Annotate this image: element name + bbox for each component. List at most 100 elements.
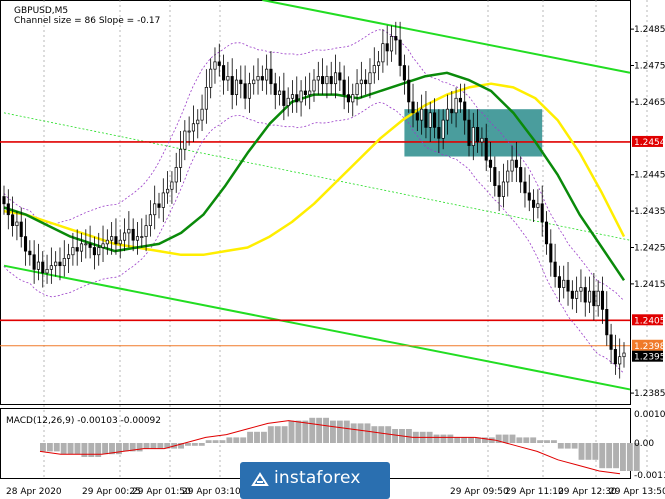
macd-histogram-bar [267, 426, 274, 443]
macd-histogram-bar [212, 440, 219, 443]
macd-histogram-bar [205, 440, 212, 443]
candle [566, 262, 570, 306]
candle [226, 61, 230, 91]
candle [588, 276, 592, 314]
candle [62, 240, 66, 277]
candle-body-up [36, 261, 40, 270]
candle-body-up [204, 87, 208, 110]
candle-body-down [273, 83, 277, 95]
candle [316, 61, 320, 95]
x-tick-label: 29 Apr 01:50 [132, 487, 191, 497]
macd-histogram-bar [136, 443, 143, 452]
candle [484, 123, 488, 172]
candle [325, 65, 329, 99]
candle [118, 229, 122, 259]
candle [209, 58, 213, 99]
channel-upper-line [262, 0, 631, 74]
last-price-tag [632, 350, 663, 362]
candle-body-down [217, 61, 221, 66]
candle-body-down [23, 236, 28, 252]
y-tick-label: 1.2445 [634, 171, 665, 181]
candle-body-up [127, 228, 131, 234]
candle [174, 152, 178, 193]
candle [433, 98, 437, 139]
candle-body-up [377, 61, 381, 66]
candle-body-down [609, 334, 613, 350]
candle [196, 109, 200, 139]
macd-histogram-bar [115, 443, 122, 455]
candle-body-down [243, 83, 247, 99]
candle [15, 211, 19, 241]
candle [398, 21, 402, 77]
candle [618, 338, 622, 379]
candle [368, 58, 372, 99]
candle-body-down [519, 167, 523, 183]
candle-body-down [346, 94, 350, 103]
macd-histogram-bar [60, 443, 67, 455]
macd-histogram-bar [40, 443, 46, 452]
candle [36, 243, 40, 281]
candle-body-down [92, 247, 96, 256]
x-tick-label: 29 Apr 11:10 [505, 487, 564, 497]
candle [49, 247, 53, 284]
candle-body-up [506, 170, 510, 183]
candle-body-up [105, 239, 109, 245]
macd-histogram-bar [626, 443, 633, 471]
candle-body-up [622, 352, 626, 358]
macd-histogram-bar [67, 443, 74, 455]
candle [359, 61, 363, 99]
candle-body-down [553, 261, 557, 277]
macd-histogram-bar [274, 426, 281, 443]
candle [157, 192, 161, 219]
candle [415, 101, 419, 132]
candle-body-down [484, 137, 488, 161]
candle-body-up [428, 112, 432, 128]
instaforex-watermark: instaforex [240, 462, 390, 499]
x-tick-label: 29 Apr 00:25 [82, 487, 141, 497]
candle-body-up [588, 290, 592, 303]
candle-body-down [532, 199, 536, 208]
candle-body-up [54, 261, 58, 267]
candle-body-up [226, 76, 230, 81]
candle [527, 174, 531, 212]
candle [286, 87, 290, 117]
candle-body-up [178, 148, 183, 168]
x-tick-label: 28 Apr 2020 [6, 487, 62, 497]
candle-body-up [118, 239, 122, 245]
y-tick-label: 1.2465 [634, 98, 665, 108]
candle-body-down [157, 203, 161, 208]
candle-body-up [174, 167, 178, 183]
candle [260, 65, 264, 91]
candle [450, 90, 454, 124]
candle-body-down [329, 76, 333, 85]
macd-histogram-bar [495, 434, 502, 443]
candle-body-down [303, 90, 307, 95]
candle-body-down [476, 127, 480, 143]
candle [471, 112, 475, 161]
candle [127, 211, 131, 248]
y-tick-label: 1.2385 [634, 389, 665, 399]
candle [6, 189, 10, 230]
macd-histogram-bar [53, 443, 60, 452]
macd-histogram-bar [226, 437, 233, 443]
candle [187, 116, 191, 146]
candle [239, 65, 243, 99]
candle [583, 276, 587, 317]
candle-body-down [398, 39, 402, 66]
macd-histogram-bar [530, 437, 537, 443]
candle [308, 72, 312, 110]
candle [79, 232, 84, 263]
candle-body-up [278, 90, 282, 95]
candle [377, 50, 381, 81]
macd-histogram-bar [392, 429, 399, 443]
candle [570, 280, 574, 310]
candle [204, 69, 208, 124]
candle-body-up [15, 221, 19, 227]
macd-histogram-bar [295, 420, 302, 443]
candle [58, 247, 62, 281]
candle [575, 276, 579, 314]
macd-histogram-bar [46, 443, 53, 452]
x-tick-label: 29 Apr 03:10 [182, 487, 241, 497]
candle [351, 83, 355, 117]
candle [11, 196, 15, 237]
